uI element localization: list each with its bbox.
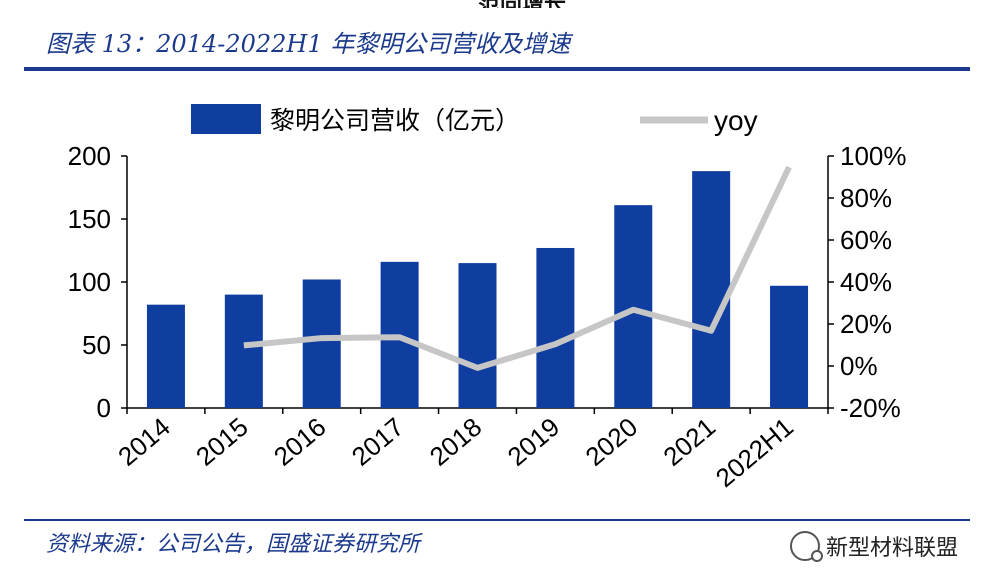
y-right-tick-label: 60% (840, 225, 892, 255)
y-left-tick-label: 100 (68, 267, 111, 297)
figure-title: 图表 13：2014-2022H1 年黎明公司营收及增速 (46, 30, 571, 58)
watermark: 新型材料联盟 (790, 528, 958, 564)
revenue-bar (770, 285, 809, 408)
legend-bar-label: 黎明公司营收（亿元） (270, 106, 520, 135)
source-note: 资料来源：公司公告，国盛证券研究所 (46, 532, 421, 557)
yoy-line (243, 165, 792, 371)
y-right-tick-label: 20% (840, 309, 892, 339)
revenue-bar (224, 294, 263, 408)
y-left-tick-label: 150 (68, 204, 111, 234)
wechat-icon (790, 531, 823, 562)
clipped-heading-text: 范同增长 (478, 0, 698, 8)
revenue-bar (536, 247, 575, 408)
revenue-bar (458, 263, 497, 408)
title-divider (24, 67, 970, 71)
x-tick-label: 2020 (580, 412, 644, 472)
y-right-tick-label: 40% (840, 267, 892, 297)
x-tick-label: 2016 (268, 412, 332, 472)
source-divider (24, 519, 970, 521)
legend-line-label: yoy (714, 105, 758, 136)
y-left-tick-label: 200 (68, 141, 111, 171)
y-right-tick-label: -20% (840, 393, 901, 423)
x-tick-label: 2014 (112, 412, 176, 472)
revenue-bar (302, 279, 341, 408)
y-right-tick-label: 0% (840, 351, 878, 381)
y-right-tick-label: 80% (840, 183, 892, 213)
y-left-tick-label: 50 (82, 330, 111, 360)
legend-bar-swatch (191, 104, 261, 134)
x-tick-label: 2015 (190, 412, 254, 472)
watermark-text: 新型材料联盟 (826, 536, 959, 561)
revenue-bar (692, 171, 731, 408)
x-tick-label: 2018 (424, 412, 488, 472)
x-tick-label: 2021 (657, 412, 721, 472)
y-right-tick-label: 100% (840, 141, 907, 171)
revenue-bar (146, 304, 185, 408)
x-tick-label: 2017 (346, 412, 410, 472)
x-tick-label: 2019 (502, 412, 566, 472)
revenue-bar (614, 205, 653, 408)
x-tick-label: 2022H1 (710, 412, 799, 494)
y-left-tick-label: 0 (97, 393, 111, 423)
